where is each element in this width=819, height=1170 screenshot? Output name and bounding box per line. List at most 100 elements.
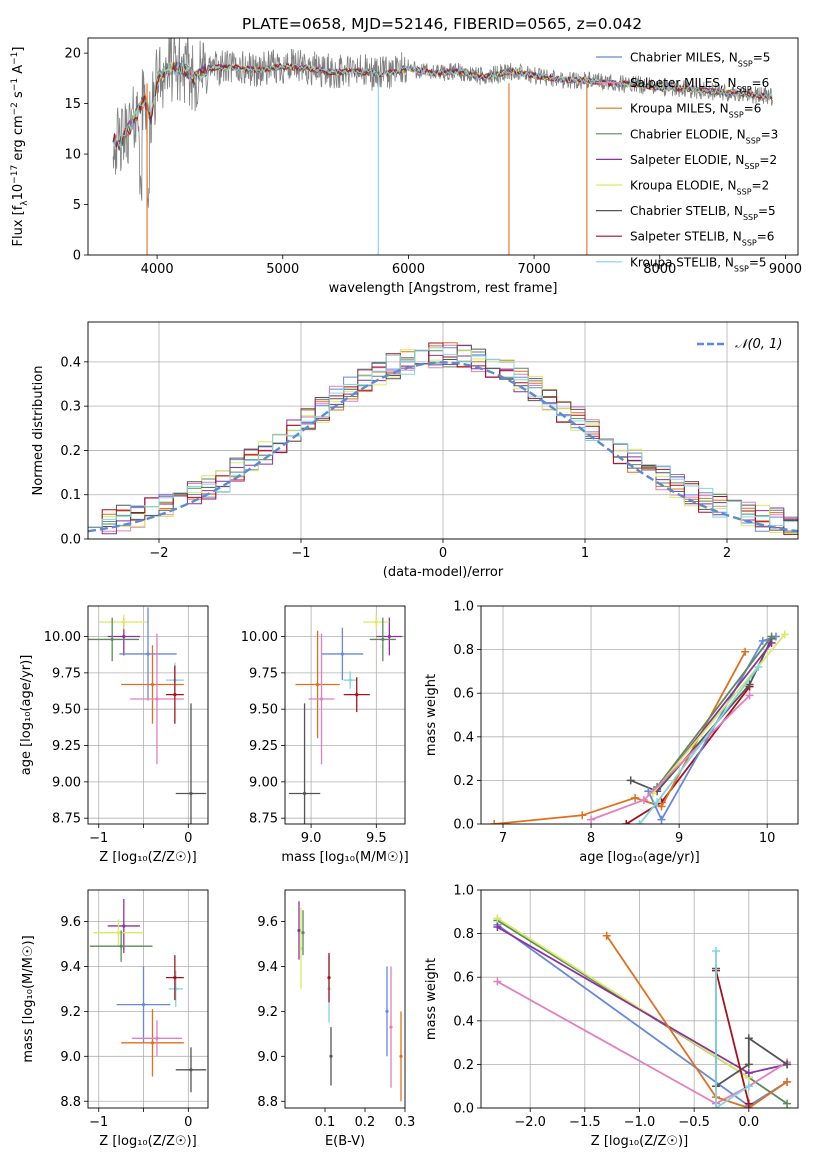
plus-marker: [783, 1077, 792, 1086]
y-tick-label: 8.8: [257, 1095, 278, 1110]
residuals-panel: −2 −1 0 1 2 0.0 0.1 0.2 0.3 0.4 (data-model)/error…: [31, 321, 799, 580]
spectrum-legend: Chabrier MILES, NSSP=5 Salpeter MILES, NS…: [596, 51, 778, 273]
x-tick-label: 0: [184, 831, 192, 846]
y-tick-label: 20: [64, 47, 81, 62]
plus-marker: [754, 663, 763, 672]
legend-label: Chabrier MILES, NSSP=5: [630, 51, 770, 69]
plus-marker: [783, 1060, 792, 1069]
x-tick-label: 0.3: [395, 1115, 416, 1130]
plus-marker: [758, 636, 767, 645]
histogram-step: [88, 347, 798, 528]
plus-marker: [744, 1099, 753, 1108]
y-tick-label: 9.4: [60, 960, 81, 975]
spectrum-panel: 4000 5000 6000 7000 8000 9000 0 5 10 15 20 waveleng…: [10, 37, 802, 296]
x-tick-label: 7: [499, 831, 507, 846]
mass-vs-ebv-panel: 0.1 0.2 0.3 8.8 9.0 9.2 9.4 9.6 E(B-V): [257, 889, 416, 1149]
series-line: [496, 980, 788, 1105]
x-tick-label: 0: [184, 1115, 192, 1130]
series-group: [493, 914, 792, 1108]
y-tick-label: 1.0: [453, 884, 474, 899]
plus-marker: [741, 647, 750, 656]
y-tick-label: 9.6: [257, 915, 278, 930]
y-tick-label: 0.0: [453, 818, 474, 833]
x-tick-label: 9.0: [301, 831, 322, 846]
data-point: [387, 634, 391, 639]
y-tick-label: 0.8: [453, 643, 474, 658]
data-point: [150, 682, 155, 687]
legend-label: Chabrier ELODIE, NSSP=3: [630, 127, 778, 145]
data-point: [389, 1025, 393, 1029]
mass-vs-z-panel: −1 0 8.8 9.0 9.2 9.4 9.6 Z [log₁₀(Z/Z☉)] mass [l…: [21, 889, 209, 1149]
y-tick-label: 0.1: [60, 488, 81, 503]
x-axis-label: mass [log₁₀(M/M☉)]: [281, 850, 408, 865]
plus-marker: [745, 680, 754, 689]
plus-marker: [744, 1069, 753, 1078]
histogram-group: [88, 342, 798, 535]
y-tick-label: 9.00: [52, 775, 81, 790]
y-tick-label: 5: [73, 198, 81, 213]
y-tick-label: 0.6: [453, 687, 474, 702]
plus-marker: [622, 820, 631, 824]
legend-label: Kroupa ELODIE, NSSP=2: [630, 179, 769, 197]
data-point: [122, 620, 126, 624]
x-axis-label: (data-model)/error: [383, 565, 504, 580]
data-point: [297, 928, 301, 933]
plus-marker: [653, 798, 662, 807]
x-axis-label: E(B-V): [325, 1134, 365, 1149]
data-point: [348, 678, 352, 682]
plus-marker: [744, 1034, 753, 1043]
x-tick-label: 9.5: [366, 831, 387, 846]
y-tick-label: 9.50: [249, 703, 278, 718]
x-tick-label: −1.0: [624, 1115, 656, 1130]
x-tick-label: −1.5: [569, 1115, 601, 1130]
plus-marker: [657, 815, 666, 824]
plus-marker: [767, 639, 776, 648]
y-tick-label: 9.2: [257, 1005, 278, 1020]
y-tick-label: 0.4: [453, 1014, 474, 1029]
x-tick-label: 6000: [392, 262, 425, 277]
y-tick-label: 0.4: [60, 355, 81, 370]
data-point: [116, 931, 121, 935]
y-tick-label: 9.25: [52, 739, 81, 754]
y-tick-label: 1.0: [453, 600, 474, 615]
plus-marker: [712, 947, 721, 956]
x-tick-label: 8: [587, 831, 595, 846]
legend-label: Salpeter ELODIE, NSSP=2: [630, 153, 777, 171]
y-tick-label: 0.2: [60, 444, 81, 459]
series-line: [605, 935, 788, 1108]
y-tick-label: 0: [73, 249, 81, 264]
y-tick-label: 9.00: [249, 775, 278, 790]
plus-marker: [578, 811, 587, 820]
data-point: [327, 976, 331, 980]
y-tick-label: 8.75: [52, 812, 81, 827]
data-point: [340, 652, 344, 656]
axes-frame: [87, 889, 209, 1109]
x-tick-label: 7000: [518, 262, 551, 277]
y-axis-label: mass weight: [424, 958, 439, 1040]
y-axis-label: Normed distribution: [31, 366, 46, 496]
spectrum-lines: [112, 38, 773, 255]
legend-label: Chabrier STELIB, NSSP=5: [630, 204, 776, 222]
y-tick-label: 9.75: [52, 666, 81, 681]
y-tick-label: 15: [64, 97, 81, 112]
axes-frame: [480, 889, 799, 1109]
plus-marker: [635, 820, 644, 824]
data-point: [189, 791, 193, 796]
plus-marker: [602, 931, 611, 940]
data-point: [110, 637, 114, 642]
x-tick-label: 0.2: [355, 1115, 376, 1130]
y-tick-label: 0.4: [453, 730, 474, 745]
data-point: [150, 1041, 155, 1045]
data-point: [155, 697, 159, 701]
y-tick-label: 0.2: [453, 774, 474, 789]
plus-marker: [644, 787, 653, 796]
data-point: [189, 1068, 193, 1072]
series-line: [715, 951, 750, 1108]
x-tick-label: −1: [291, 546, 310, 561]
data-point: [385, 1009, 389, 1013]
legend-label: Salpeter STELIB, NSSP=6: [630, 230, 774, 248]
x-tick-label: 1: [581, 546, 589, 561]
y-tick-label: 9.2: [60, 1005, 81, 1020]
x-axis-label: Z [log₁₀(Z/Z☉)]: [99, 850, 196, 865]
